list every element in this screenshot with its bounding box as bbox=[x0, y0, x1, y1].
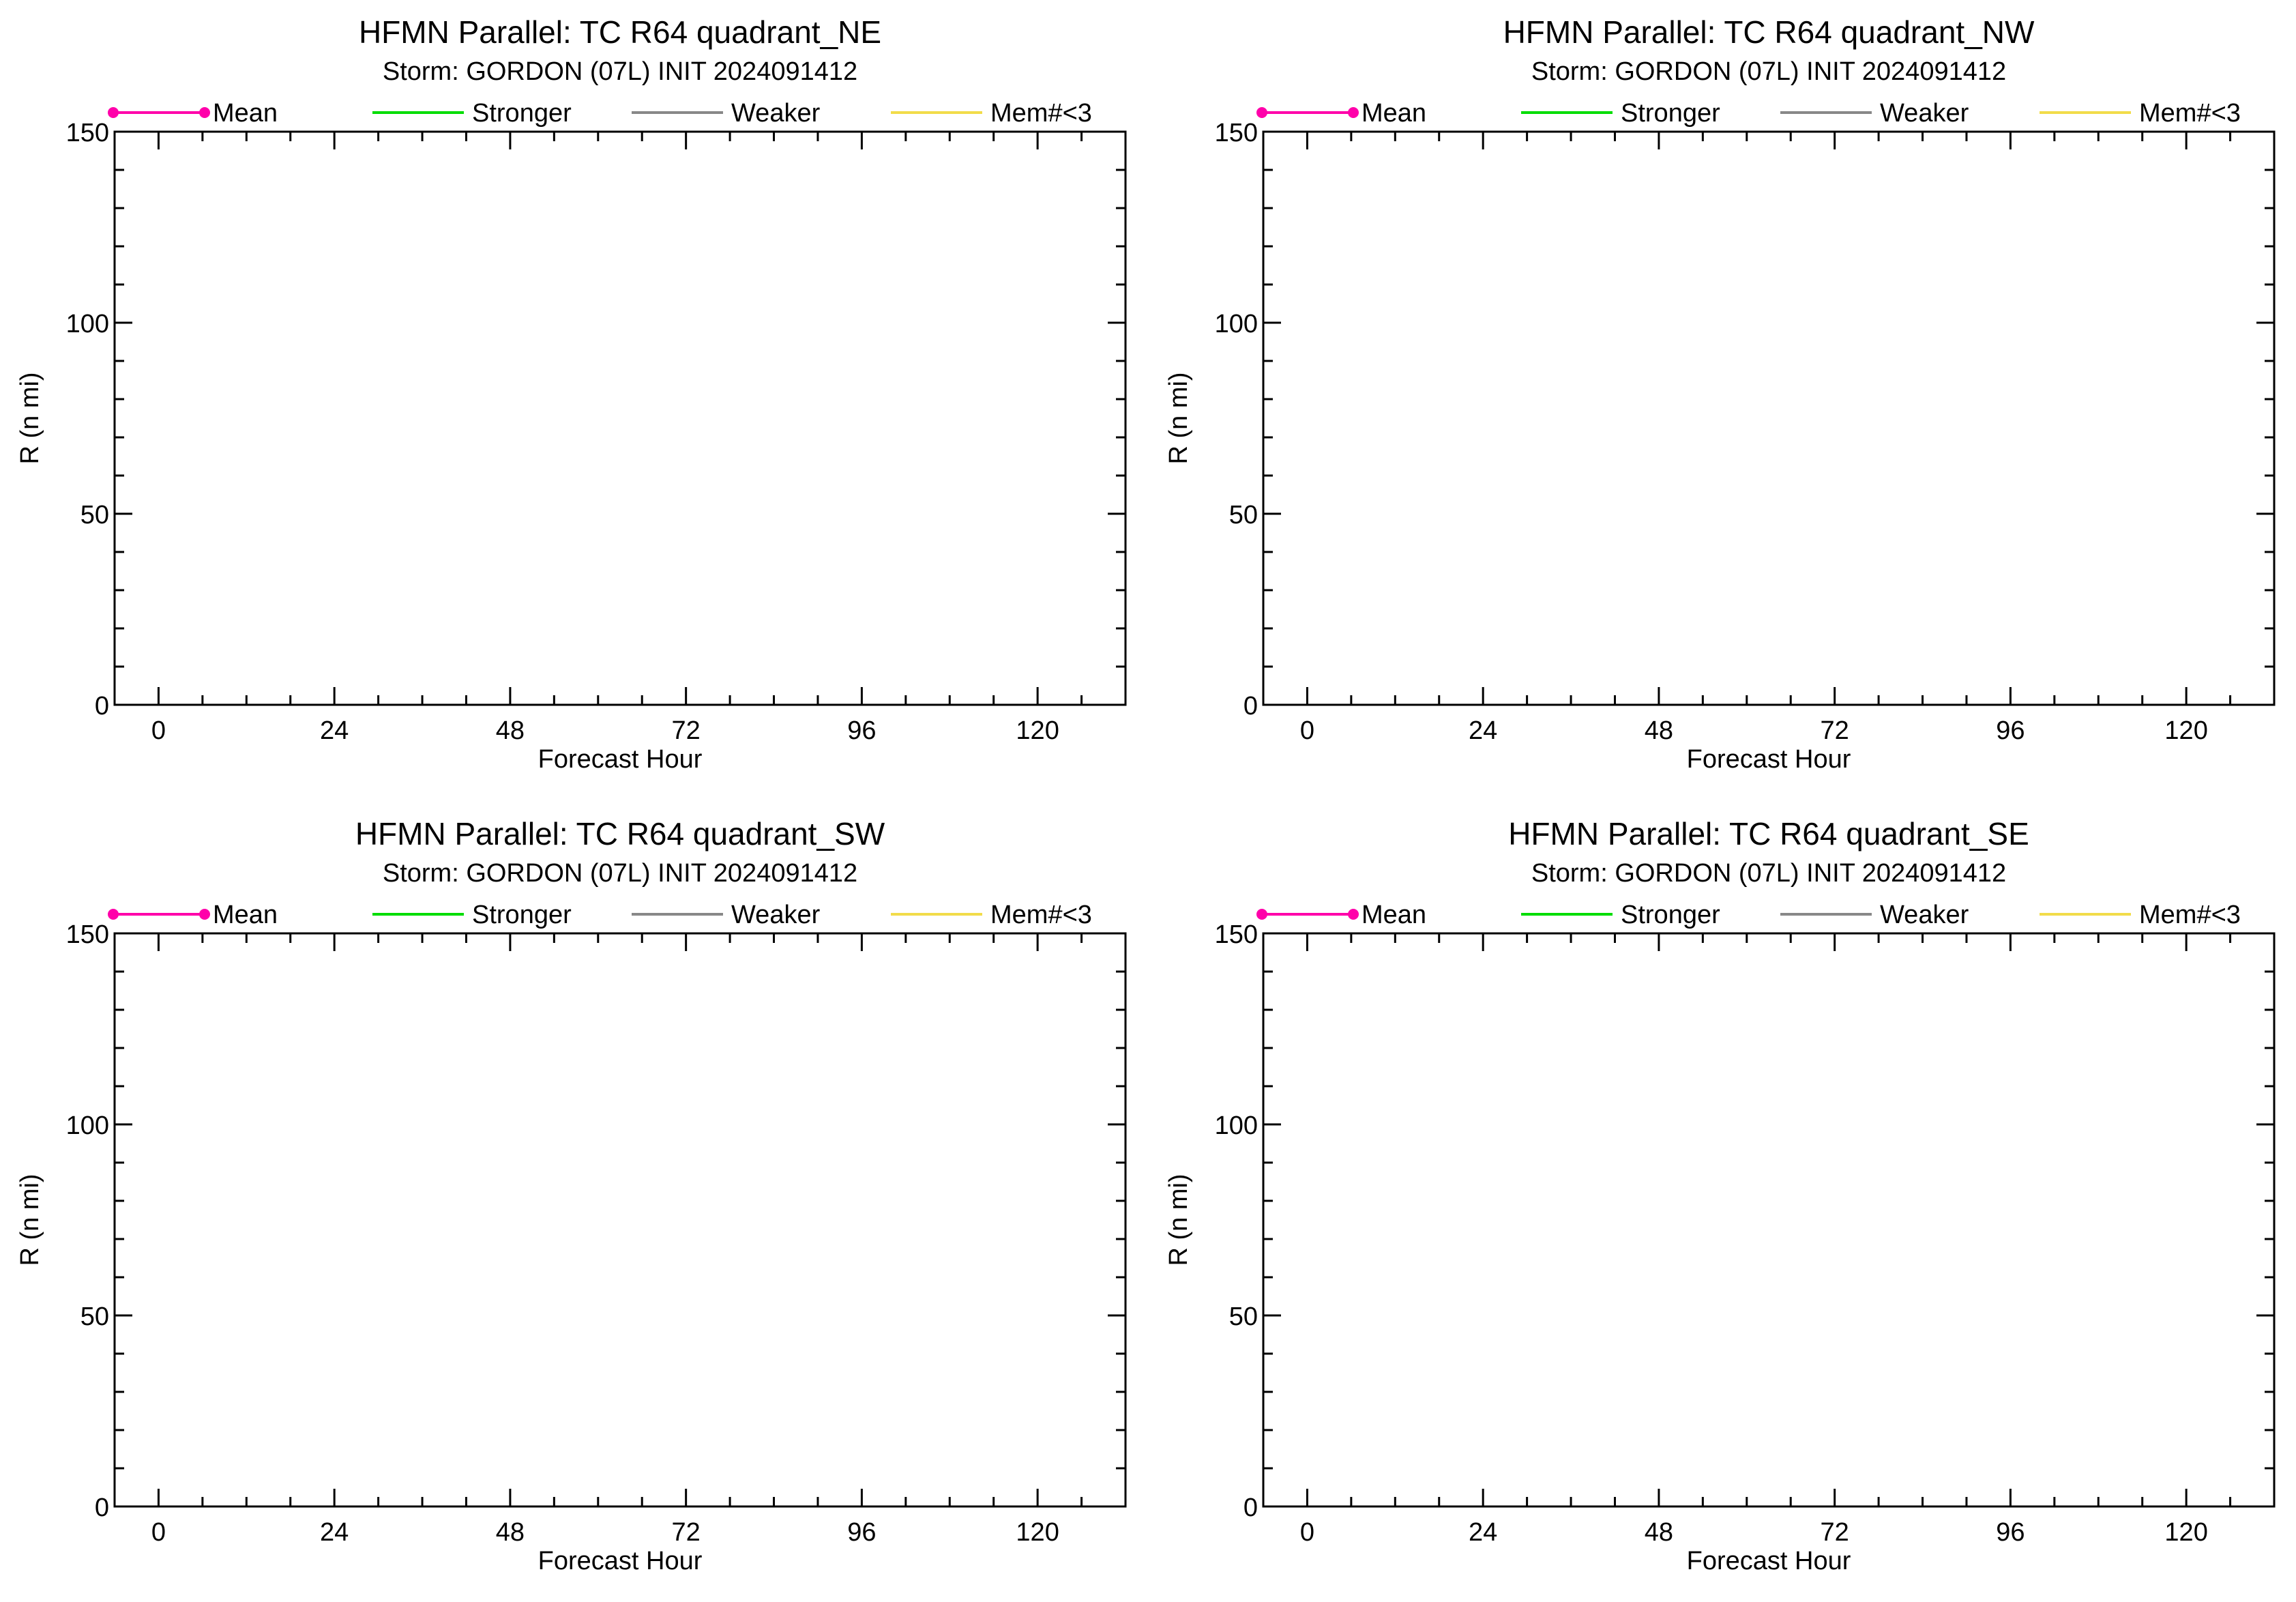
y-tick-label: 50 bbox=[1229, 1302, 1258, 1331]
x-tick-label: 120 bbox=[2164, 1518, 2207, 1547]
x-tick-label: 72 bbox=[672, 716, 701, 745]
y-tick-label: 50 bbox=[80, 1302, 109, 1331]
y-tick-label: 150 bbox=[1215, 920, 1258, 949]
legend-label-0: Mean bbox=[1362, 99, 1426, 128]
legend-marker bbox=[108, 909, 119, 920]
legend-label-1: Stronger bbox=[1621, 99, 1720, 128]
x-axis-label: Forecast Hour bbox=[1687, 1547, 1851, 1575]
x-tick-label: 120 bbox=[1016, 716, 1059, 745]
x-tick-label: 0 bbox=[151, 1518, 166, 1547]
y-axis-label: R (n mi) bbox=[1164, 372, 1193, 464]
legend-label-3: Mem#<3 bbox=[2139, 901, 2241, 929]
legend-marker bbox=[108, 107, 119, 118]
chart-subtitle: Storm: GORDON (07L) INIT 2024091412 bbox=[383, 57, 857, 86]
chart-subtitle: Storm: GORDON (07L) INIT 2024091412 bbox=[383, 859, 857, 888]
legend-label-1: Stronger bbox=[1621, 901, 1720, 929]
x-tick-label: 96 bbox=[847, 1518, 876, 1547]
legend-marker bbox=[199, 909, 210, 920]
x-tick-label: 48 bbox=[496, 1518, 525, 1547]
chart-title: HFMN Parallel: TC R64 quadrant_NW bbox=[1503, 14, 2035, 50]
plot-frame bbox=[113, 130, 1127, 706]
y-tick-label: 0 bbox=[1243, 692, 1258, 720]
legend-marker bbox=[1348, 107, 1359, 118]
x-tick-label: 96 bbox=[1996, 1518, 2025, 1547]
y-tick-label: 150 bbox=[66, 119, 109, 147]
chart-title: HFMN Parallel: TC R64 quadrant_SW bbox=[355, 816, 885, 851]
x-tick-label: 24 bbox=[1469, 716, 1497, 745]
chart-panel-ne: HFMN Parallel: TC R64 quadrant_NE Storm: … bbox=[16, 14, 1127, 774]
legend-marker bbox=[1256, 107, 1267, 118]
y-tick-label: 150 bbox=[66, 920, 109, 949]
x-tick-label: 120 bbox=[1016, 1518, 1059, 1547]
legend-marker bbox=[1256, 909, 1267, 920]
x-tick-label: 72 bbox=[1821, 716, 1849, 745]
plot-frame bbox=[1262, 130, 2276, 706]
legend-label-0: Mean bbox=[213, 99, 278, 128]
x-tick-label: 72 bbox=[672, 1518, 701, 1547]
y-tick-label: 0 bbox=[1243, 1494, 1258, 1522]
y-tick-label: 0 bbox=[95, 1494, 109, 1522]
chart-panel-se: HFMN Parallel: TC R64 quadrant_SE Storm: … bbox=[1164, 816, 2276, 1575]
y-axis-label: R (n mi) bbox=[16, 1174, 44, 1266]
x-tick-label: 96 bbox=[1996, 716, 2025, 745]
x-axis-label: Forecast Hour bbox=[538, 745, 703, 774]
y-tick-label: 50 bbox=[1229, 501, 1258, 529]
x-tick-label: 72 bbox=[1821, 1518, 1849, 1547]
legend-marker bbox=[199, 107, 210, 118]
x-axis-label: Forecast Hour bbox=[538, 1547, 703, 1575]
y-tick-label: 150 bbox=[1215, 119, 1258, 147]
y-tick-label: 100 bbox=[66, 1111, 109, 1140]
legend-label-3: Mem#<3 bbox=[2139, 99, 2241, 128]
chart-title: HFMN Parallel: TC R64 quadrant_NE bbox=[359, 14, 881, 50]
y-axis-label: R (n mi) bbox=[16, 372, 44, 464]
x-tick-label: 0 bbox=[151, 716, 166, 745]
y-tick-label: 50 bbox=[80, 501, 109, 529]
plot-frame bbox=[1262, 932, 2276, 1508]
legend-marker bbox=[1348, 909, 1359, 920]
y-axis-label: R (n mi) bbox=[1164, 1174, 1193, 1266]
legend-label-1: Stronger bbox=[472, 99, 572, 128]
y-tick-label: 0 bbox=[95, 692, 109, 720]
y-tick-label: 100 bbox=[1215, 310, 1258, 338]
legend-label-2: Weaker bbox=[731, 901, 821, 929]
x-tick-label: 48 bbox=[1645, 1518, 1673, 1547]
legend-label-3: Mem#<3 bbox=[990, 99, 1092, 128]
x-tick-label: 24 bbox=[320, 1518, 349, 1547]
x-tick-label: 24 bbox=[320, 716, 349, 745]
legend-label-2: Weaker bbox=[731, 99, 821, 128]
x-tick-label: 0 bbox=[1300, 716, 1314, 745]
x-tick-label: 48 bbox=[496, 716, 525, 745]
chart-panel-sw: HFMN Parallel: TC R64 quadrant_SW Storm: … bbox=[16, 816, 1127, 1575]
x-tick-label: 24 bbox=[1469, 1518, 1497, 1547]
legend-label-0: Mean bbox=[1362, 901, 1426, 929]
y-tick-label: 100 bbox=[1215, 1111, 1258, 1140]
x-tick-label: 48 bbox=[1645, 716, 1673, 745]
legend-label-1: Stronger bbox=[472, 901, 572, 929]
chart-panel-nw: HFMN Parallel: TC R64 quadrant_NW Storm: … bbox=[1164, 14, 2276, 774]
chart-subtitle: Storm: GORDON (07L) INIT 2024091412 bbox=[1531, 859, 2006, 888]
x-tick-label: 120 bbox=[2164, 716, 2207, 745]
plot-frame bbox=[113, 932, 1127, 1508]
x-tick-label: 0 bbox=[1300, 1518, 1314, 1547]
y-tick-label: 100 bbox=[66, 310, 109, 338]
x-axis-label: Forecast Hour bbox=[1687, 745, 1851, 774]
chart-subtitle: Storm: GORDON (07L) INIT 2024091412 bbox=[1531, 57, 2006, 86]
x-tick-label: 96 bbox=[847, 716, 876, 745]
chart-title: HFMN Parallel: TC R64 quadrant_SE bbox=[1508, 816, 2029, 851]
legend-label-2: Weaker bbox=[1880, 99, 1969, 128]
legend-label-3: Mem#<3 bbox=[990, 901, 1092, 929]
legend-label-2: Weaker bbox=[1880, 901, 1969, 929]
legend-label-0: Mean bbox=[213, 901, 278, 929]
